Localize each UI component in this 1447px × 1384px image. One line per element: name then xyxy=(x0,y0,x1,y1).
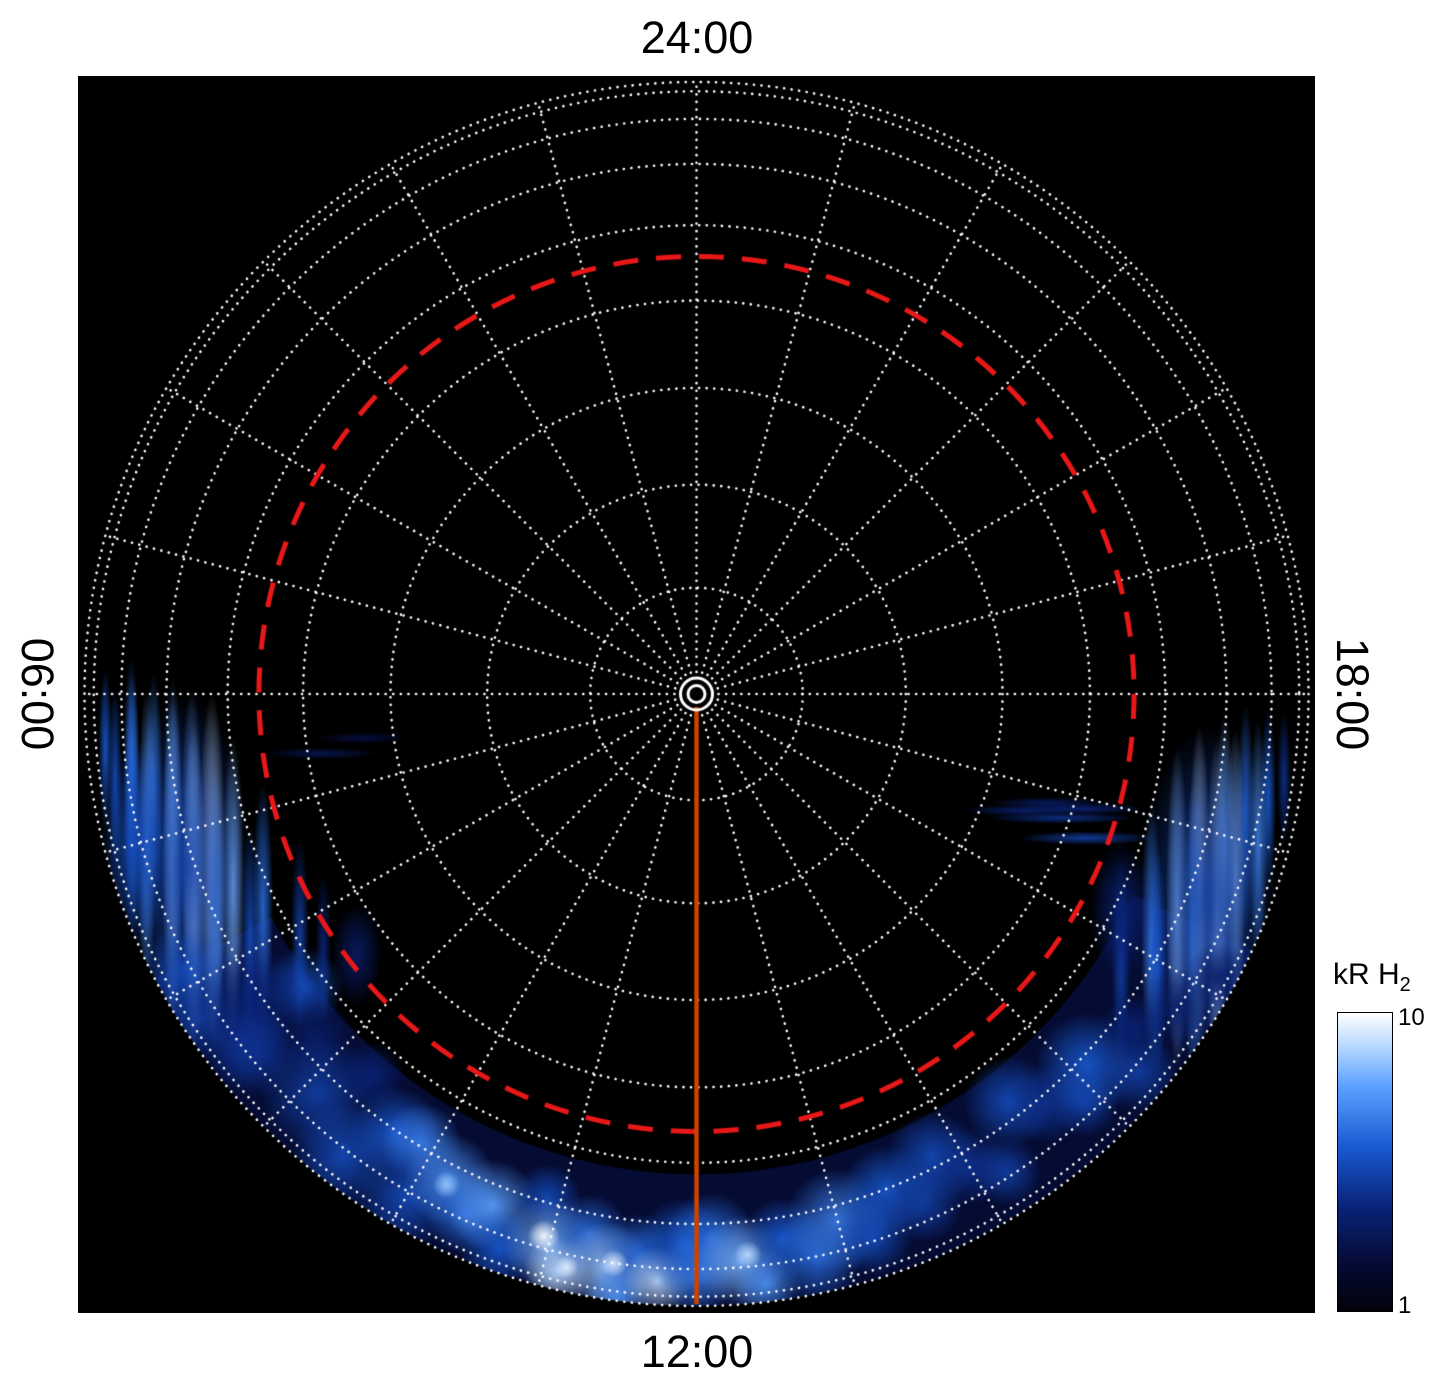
colorbar-tick-min: 1 xyxy=(1398,1292,1412,1319)
plot-area xyxy=(78,76,1315,1313)
time-label-12: 12:00 xyxy=(640,1326,754,1377)
colorbar-tick-max: 10 xyxy=(1398,1004,1425,1031)
colorbar-title-main: kR H xyxy=(1333,958,1400,991)
time-label-18: 18:00 xyxy=(1327,637,1378,751)
colorbar: kR H2 10 1 xyxy=(1330,958,1445,1319)
colorbar-title: kR H2 xyxy=(1333,958,1411,997)
time-label-06: 06:00 xyxy=(12,637,63,751)
time-label-24: 24:00 xyxy=(640,12,754,63)
aurora-polar-map-canvas xyxy=(78,76,1315,1313)
colorbar-title-sub: 2 xyxy=(1399,974,1411,996)
colorbar-gradient xyxy=(1337,1012,1393,1312)
